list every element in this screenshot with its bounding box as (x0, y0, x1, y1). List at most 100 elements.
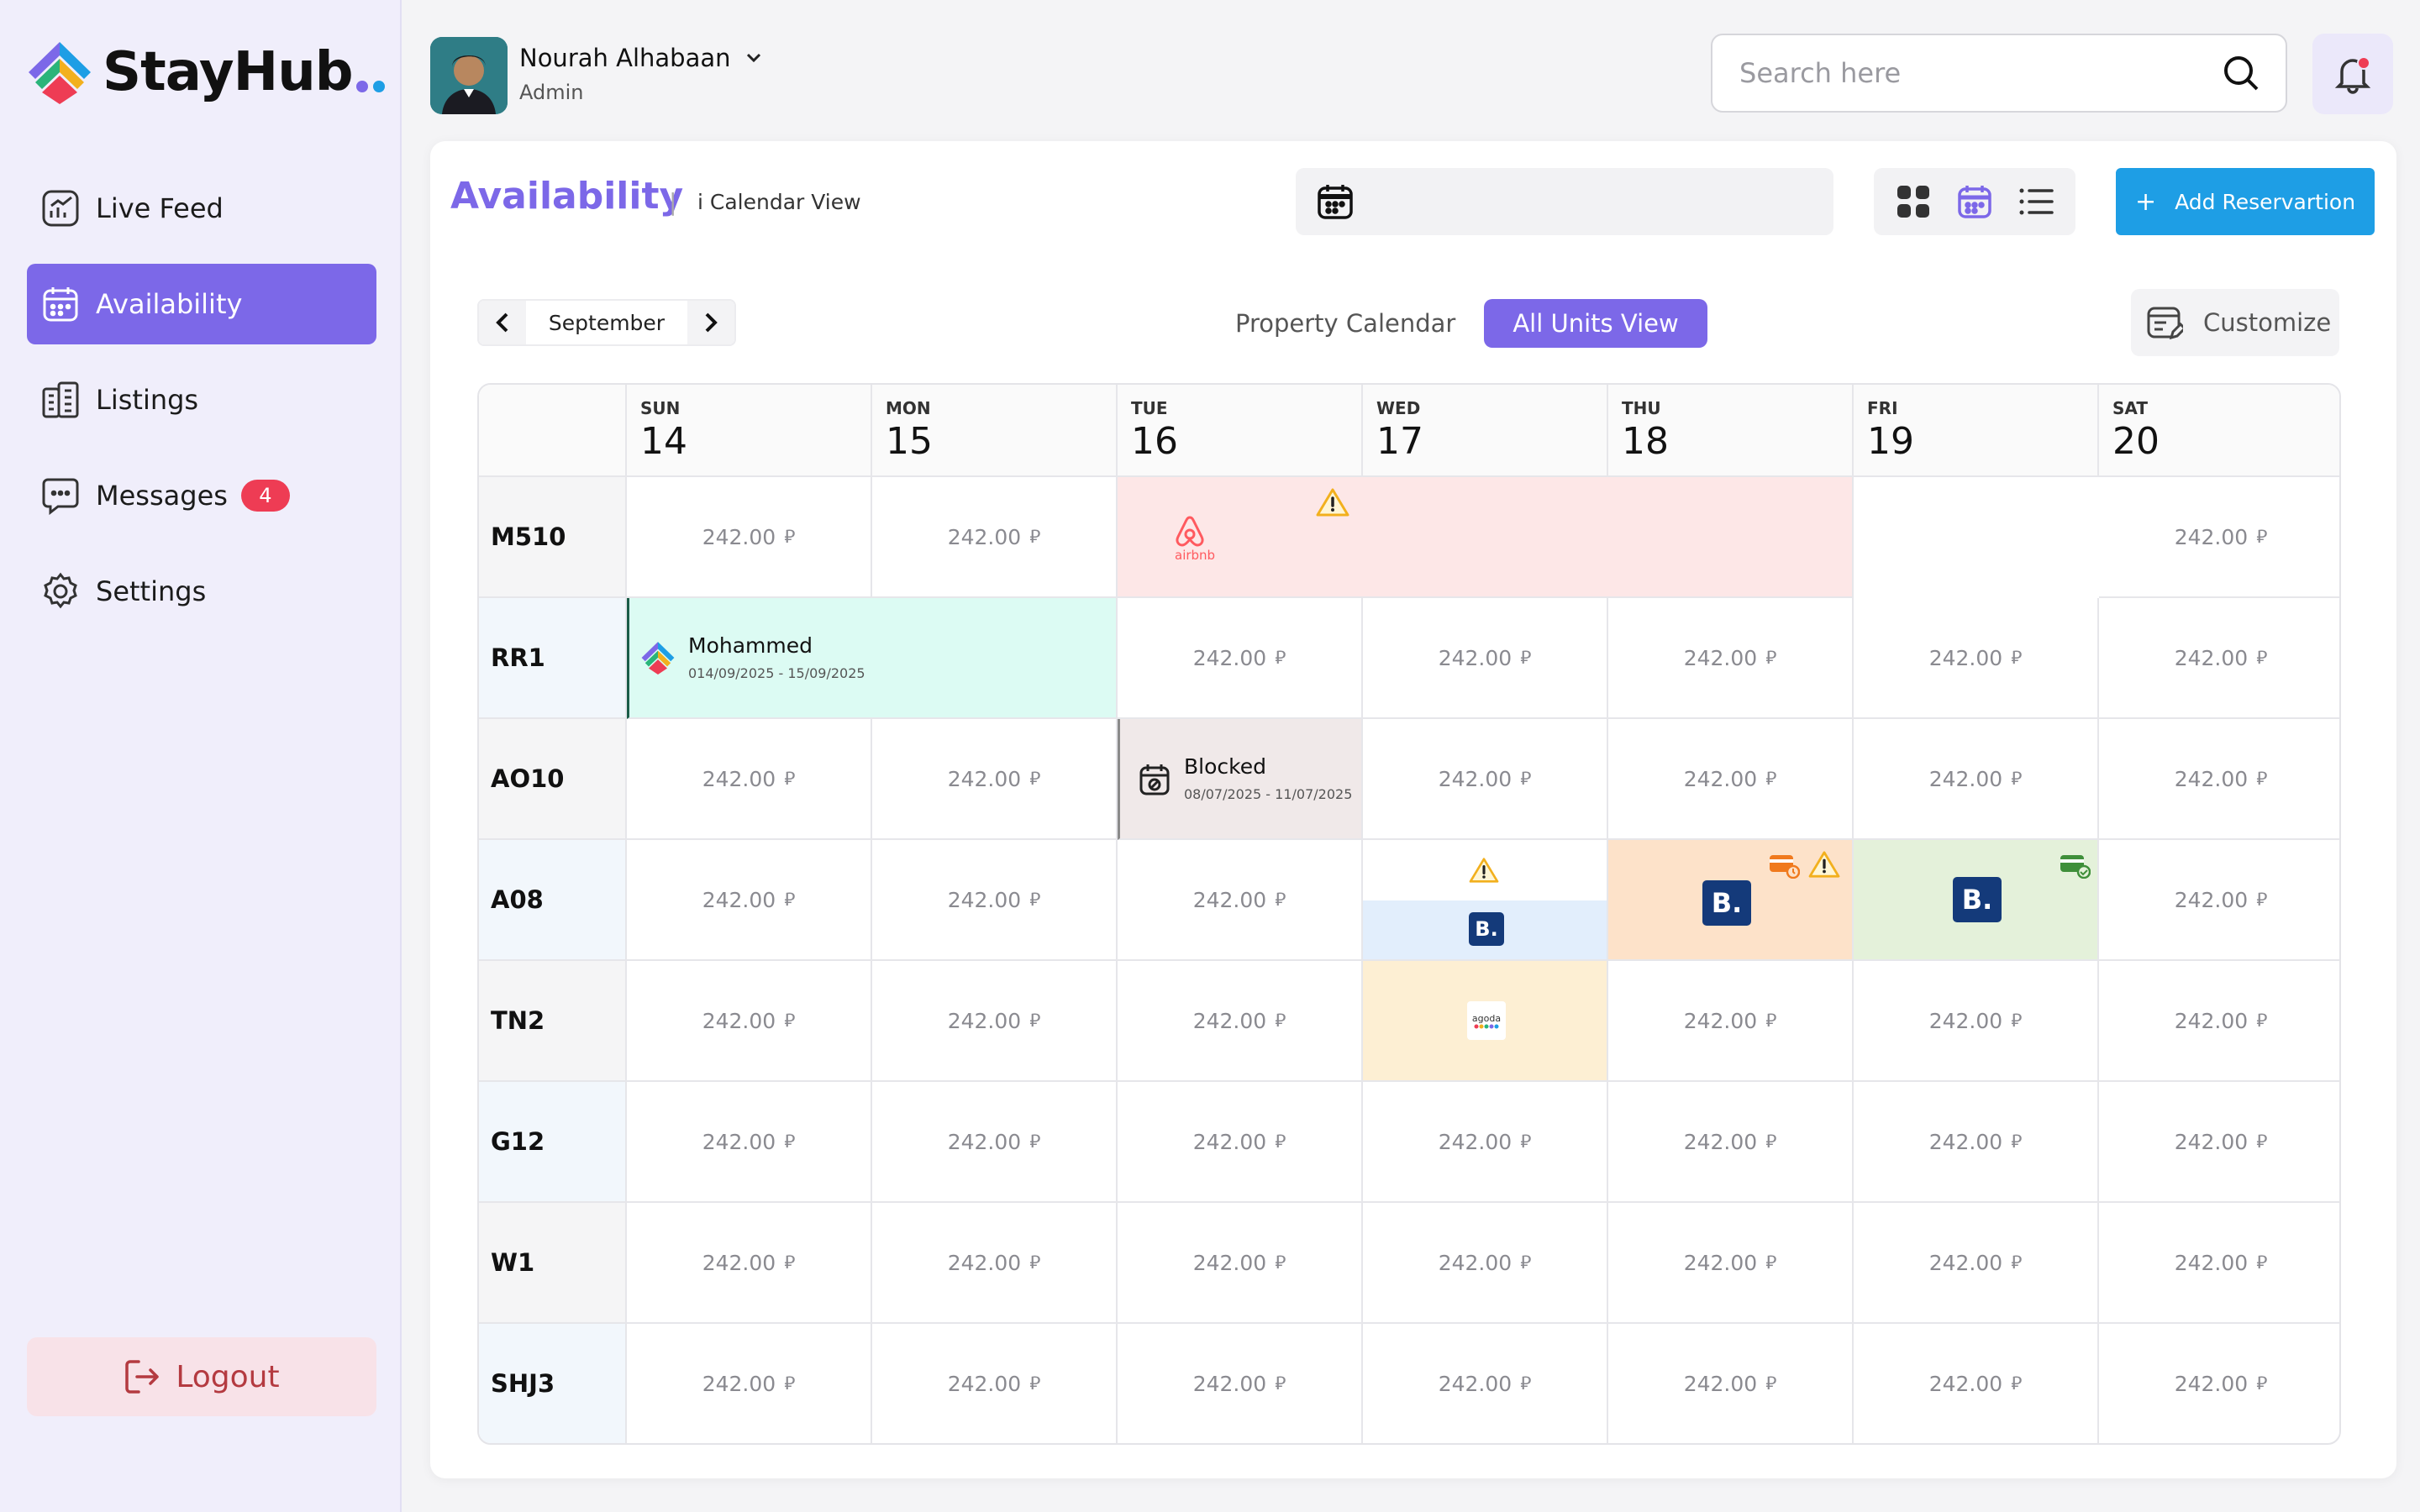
add-reservation-button[interactable]: + Add Reservartion (2116, 168, 2375, 235)
price-cell[interactable]: 242.00 ⃁ (1363, 1082, 1608, 1203)
price-cell[interactable]: 242.00 ⃁ (2099, 1082, 2339, 1203)
sidebar-item-availability[interactable]: Availability (27, 264, 376, 344)
price-cell[interactable]: 242.00 ⃁ (1854, 598, 2099, 719)
price-cell[interactable]: 242.00 ⃁ (2099, 840, 2339, 961)
price-amount: 242.00 (1438, 1129, 1512, 1154)
price-cell[interactable]: 242.00 ⃁ (1363, 1203, 1608, 1324)
payment-confirmed-icon (2060, 855, 2091, 879)
price-cell[interactable]: 242.00 ⃁ (1608, 1082, 1854, 1203)
user-menu[interactable]: Nourah Alhabaan (519, 44, 762, 72)
price-cell[interactable]: 242.00 ⃁ (872, 840, 1118, 961)
price-cell[interactable]: 242.00 ⃁ (2099, 961, 2339, 1082)
logo[interactable]: StayHub (25, 39, 385, 106)
price-cell[interactable]: 242.00 ⃁ (872, 1082, 1118, 1203)
price-cell[interactable]: 242.00 ⃁ (1118, 1082, 1363, 1203)
price-cell[interactable]: 242.00 ⃁ (872, 1324, 1118, 1443)
price-cell[interactable]: 242.00 ⃁ (1118, 840, 1363, 961)
price-cell[interactable]: 242.00 ⃁ (1363, 719, 1608, 840)
avatar[interactable] (430, 37, 508, 114)
unit-label[interactable]: M510 (479, 477, 627, 598)
unit-label[interactable]: A08 (479, 840, 627, 961)
sidebar-item-messages[interactable]: Messages 4 (27, 455, 376, 536)
price-cell[interactable]: 242.00 ⃁ (1118, 1324, 1363, 1443)
price-cell[interactable]: 242.00 ⃁ (1608, 961, 1854, 1082)
price-cell[interactable]: 242.00 ⃁ (1118, 1203, 1363, 1324)
booking-cell-partial[interactable]: B. (1363, 840, 1608, 961)
price-cell[interactable]: 242.00 ⃁ (627, 1324, 872, 1443)
price-cell[interactable]: 242.00 ⃁ (627, 1203, 872, 1324)
notifications-button[interactable] (2312, 34, 2393, 114)
logout-button[interactable]: Logout (27, 1337, 376, 1416)
user-role: Admin (519, 81, 584, 104)
price-cell[interactable]: 242.00 ⃁ (1608, 719, 1854, 840)
price-cell[interactable]: 242.00 ⃁ (2099, 1324, 2339, 1443)
price-cell[interactable]: 242.00 ⃁ (1118, 598, 1363, 719)
price-value: 242.00 ⃁ (1608, 719, 1852, 838)
search-icon[interactable] (2222, 54, 2260, 92)
price-cell[interactable]: 242.00 ⃁ (1118, 961, 1363, 1082)
price-cell[interactable]: 242.00 ⃁ (627, 840, 872, 961)
unit-label[interactable]: TN2 (479, 961, 627, 1082)
price-cell[interactable]: 242.00 ⃁ (1854, 1082, 2099, 1203)
price-cell[interactable]: 242.00 ⃁ (1363, 598, 1608, 719)
price-amount: 242.00 (1683, 1008, 1758, 1033)
previous-month-button[interactable] (479, 301, 526, 344)
tab-all-units-view[interactable]: All Units View (1484, 299, 1707, 348)
price-amount: 242.00 (947, 766, 1022, 791)
unit-label[interactable]: AO10 (479, 719, 627, 840)
price-cell[interactable]: 242.00 ⃁ (1608, 1324, 1854, 1443)
price-cell[interactable]: 242.00 ⃁ (1854, 1324, 2099, 1443)
price-cell[interactable]: 242.00 ⃁ (627, 719, 872, 840)
riyal-currency-icon: ⃁ (1765, 1373, 1777, 1394)
calendar-view-icon[interactable] (1956, 183, 1993, 220)
logo-dot (355, 81, 368, 92)
price-cell[interactable]: 242.00 ⃁ (1854, 1203, 2099, 1324)
price-cell[interactable]: 242.00 ⃁ (1854, 961, 2099, 1082)
next-month-button[interactable] (687, 301, 734, 344)
price-cell[interactable]: 242.00 ⃁ (627, 961, 872, 1082)
list-view-icon[interactable] (2018, 183, 2054, 220)
blocked-block[interactable]: Blocked 08/07/2025 - 11/07/2025 (1118, 719, 1363, 840)
price-cell[interactable]: 242.00 ⃁ (1608, 598, 1854, 719)
price-cell[interactable]: 242.00 ⃁ (2099, 598, 2339, 719)
airbnb-booking-block[interactable]: airbnb (1118, 477, 1854, 598)
price-amount: 242.00 (2174, 1129, 2249, 1154)
price-cell[interactable]: 242.00 ⃁ (872, 961, 1118, 1082)
price-cell[interactable]: 242.00 ⃁ (872, 719, 1118, 840)
riyal-currency-icon: ⃁ (1520, 769, 1532, 790)
date-picker[interactable] (1296, 168, 1833, 235)
customize-button[interactable]: Customize (2131, 289, 2339, 356)
price-cell[interactable]: 242.00 ⃁ (1363, 1324, 1608, 1443)
price-cell[interactable]: 242.00 ⃁ (2099, 477, 2339, 598)
title-separator: | (669, 188, 677, 216)
unit-label[interactable]: RR1 (479, 598, 627, 719)
price-cell[interactable]: 242.00 ⃁ (2099, 719, 2339, 840)
price-cell[interactable]: 242.00 ⃁ (627, 1082, 872, 1203)
sidebar-item-listings[interactable]: Listings (27, 360, 376, 440)
price-cell[interactable]: 242.00 ⃁ (1854, 719, 2099, 840)
booking-com-block[interactable]: B. (1608, 840, 1854, 961)
tab-property-calendar[interactable]: Property Calendar (1235, 309, 1456, 338)
search-input[interactable] (1738, 56, 2222, 90)
price-cell[interactable]: 242.00 ⃁ (872, 477, 1118, 598)
grid-view-icon[interactable] (1895, 183, 1932, 220)
sidebar-item-live-feed[interactable]: Live Feed (27, 168, 376, 249)
reservation-block[interactable]: Mohammed 014/09/2025 - 15/09/2025 (627, 598, 1118, 719)
unit-label[interactable]: G12 (479, 1082, 627, 1203)
unit-label[interactable]: W1 (479, 1203, 627, 1324)
price-amount: 242.00 (2174, 1008, 2249, 1033)
price-cell[interactable]: 242.00 ⃁ (2099, 1203, 2339, 1324)
price-cell[interactable]: 242.00 ⃁ (872, 1203, 1118, 1324)
unit-label[interactable]: SHJ3 (479, 1324, 627, 1443)
sidebar-item-label: Messages (96, 480, 228, 512)
price-cell[interactable]: 242.00 ⃁ (1608, 1203, 1854, 1324)
price-amount: 242.00 (1928, 1371, 2003, 1396)
agoda-booking-block[interactable]: agoda (1363, 961, 1608, 1082)
price-cell[interactable]: 242.00 ⃁ (627, 477, 872, 598)
sidebar-item-settings[interactable]: Settings (27, 551, 376, 632)
day-header: TUE 16 (1118, 385, 1363, 477)
warning-icon (1316, 488, 1349, 517)
price-value: 242.00 ⃁ (1363, 1082, 1607, 1201)
price-value: 242.00 ⃁ (872, 840, 1116, 959)
booking-com-block[interactable]: B. (1854, 840, 2099, 961)
